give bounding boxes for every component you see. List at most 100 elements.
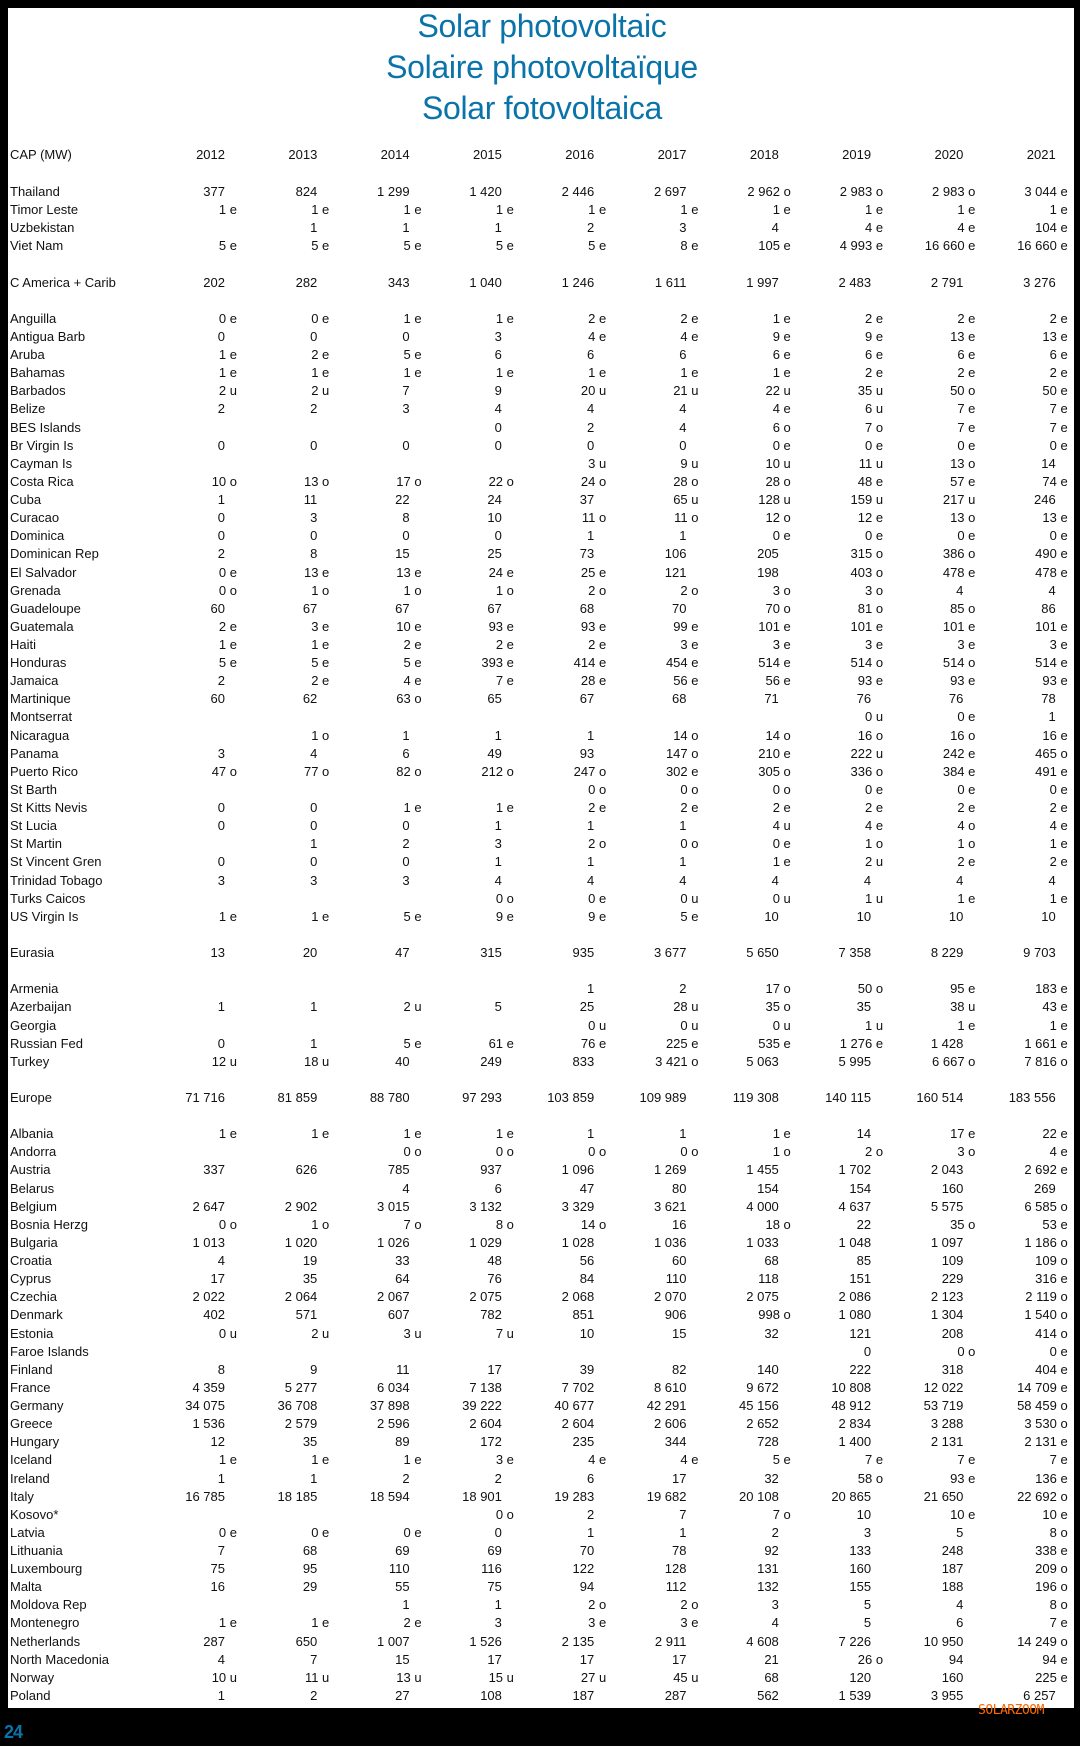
- table-cell: 248: [941, 1543, 964, 1558]
- table-row: Grenada 0 o 1 o 1 o 1 o 2 o 2 o 3 o 3 o 4 4: [0, 582, 1080, 600]
- table-cell: 68: [579, 600, 595, 616]
- table-cell: 2 e: [403, 637, 422, 652]
- table-row: Russian Fed 0 1 5 e 61 e 76 e 225 e 535 e 1 276 …: [0, 1035, 1080, 1053]
- table-row: Netherlands 287 650 1 007 1 526 2 135 2 911 4 6…: [0, 1633, 1080, 1651]
- row-label: Turks Caicos: [10, 890, 86, 906]
- table-cell: 94: [579, 1579, 595, 1595]
- row-label: Martinique: [10, 691, 71, 707]
- table-cell: 1 304: [930, 1307, 964, 1323]
- table-cell: 0 o: [680, 1144, 699, 1160]
- table-cell: 20 108: [739, 1488, 779, 1504]
- table-row: St Vincent Gren 0 0 0 1 1 1 1 e 2 u 2 e 2 e: [0, 853, 1080, 871]
- table-cell: 0 e: [865, 781, 884, 797]
- table-cell: 1 o: [311, 582, 330, 598]
- table-cell: 93 e: [950, 1470, 976, 1486]
- table-cell: 60: [672, 1253, 687, 1269]
- table-cell: 2 e: [957, 854, 976, 870]
- row-label: St Barth: [10, 781, 57, 797]
- table-cell: 2 446: [561, 184, 595, 199]
- table-cell: 0 e: [1049, 528, 1068, 544]
- table-cell: 2 983 o: [932, 184, 976, 199]
- table-cell: 454 e: [665, 655, 699, 671]
- table-cell: 13 o: [303, 473, 330, 489]
- table-cell: 3 u: [403, 1325, 422, 1341]
- table-cell: 25: [487, 546, 502, 562]
- table-cell: 2 652: [746, 1416, 779, 1432]
- row-label: Thailand: [10, 184, 60, 199]
- table-cell: 56 e: [765, 673, 791, 689]
- table-row: Bahamas 1 e 1 e 1 e 1 e 1 e 1 e 1 e 2 e 2 e 2 e: [0, 364, 1080, 382]
- table-cell: 2 075: [746, 1289, 779, 1305]
- table-cell: 93 e: [950, 673, 976, 689]
- table-cell: 38 u: [950, 999, 976, 1015]
- table-cell: 128 u: [758, 492, 791, 508]
- table-cell: 40: [395, 1053, 410, 1069]
- table-cell: 1 e: [588, 365, 607, 381]
- table-row: Lithuania 7 68 69 69 70 78 92 133 248 338 e: [0, 1542, 1080, 1560]
- table-cell: 562: [757, 1687, 779, 1703]
- table-cell: 3 o: [772, 582, 791, 598]
- table-row: Uzbekistan 1 1 1 2 3 4 4 e 4 e 104 e: [0, 219, 1080, 237]
- table-cell: 8: [402, 510, 410, 526]
- table-cell: 13 e: [303, 564, 330, 580]
- table-cell: 10: [948, 908, 964, 924]
- table-cell: 84: [579, 1271, 595, 1287]
- table-cell: 2 o: [865, 1144, 884, 1160]
- table-cell: 10 o: [211, 473, 237, 489]
- row-label: Lithuania: [10, 1543, 63, 1558]
- table-cell: 14: [856, 1126, 872, 1142]
- table-cell: 2 e: [311, 673, 330, 689]
- table-cell: 3 e: [772, 637, 791, 652]
- year-header: 2012: [196, 147, 225, 162]
- table-cell: 16 o: [857, 727, 884, 743]
- table-cell: 6: [402, 745, 410, 761]
- table-cell: 2 123: [930, 1289, 964, 1305]
- table-cell: 21: [764, 1651, 779, 1667]
- table-row: Honduras 5 e 5 e 5 e 393 e 414 e 454 e 514 e 514…: [0, 654, 1080, 672]
- table-cell: 1 e: [218, 908, 237, 924]
- row-label: Bulgaria: [10, 1234, 58, 1250]
- table-cell: 2 e: [865, 365, 884, 381]
- table-cell: 1 029: [469, 1234, 502, 1250]
- table-cell: 1 e: [495, 800, 514, 816]
- table-cell: 77 o: [303, 763, 330, 779]
- table-cell: 2 911: [654, 1633, 687, 1649]
- table-cell: 0: [310, 818, 318, 834]
- table-cell: 49: [487, 745, 502, 761]
- table-cell: 4: [1048, 582, 1056, 598]
- table-cell: 4: [494, 401, 502, 417]
- table-cell: 65 u: [673, 492, 699, 508]
- watermark: SOLARZOOM: [978, 1703, 1044, 1718]
- table-cell: 0: [494, 528, 502, 544]
- table-cell: 14 o: [580, 1216, 607, 1232]
- table-cell: 4 e: [680, 1452, 699, 1468]
- table-cell: 2 o: [588, 582, 607, 598]
- table-cell: 121: [849, 1325, 872, 1341]
- table-cell: 0 e: [311, 310, 330, 326]
- row-label: Timor Leste: [10, 202, 79, 218]
- table-row: Belarus 4 6 47 80 154 154 160 269: [0, 1180, 1080, 1198]
- table-cell: 65: [487, 691, 502, 707]
- table-row: St Barth 0 o 0 o 0 o 0 e 0 e 0 e: [0, 781, 1080, 799]
- table-cell: 187: [941, 1561, 964, 1577]
- table-cell: 68: [764, 1253, 779, 1269]
- row-label: Br Virgin Is: [10, 437, 74, 453]
- table-cell: 337: [203, 1162, 225, 1178]
- table-cell: 25: [579, 999, 595, 1015]
- table-cell: 2 o: [588, 836, 607, 852]
- table-cell: 1: [494, 220, 502, 236]
- table-cell: 1 661 e: [1024, 1035, 1068, 1051]
- row-label: Belgium: [10, 1198, 57, 1214]
- table-cell: 1: [310, 1035, 318, 1051]
- table-cell: 6: [586, 347, 595, 363]
- table-cell: 108: [480, 1687, 502, 1703]
- table-cell: 131: [757, 1561, 779, 1577]
- table-cell: 140: [757, 1361, 779, 1377]
- table-cell: 1: [217, 1470, 225, 1486]
- table-cell: 160 514: [916, 1090, 964, 1105]
- table-cell: 4: [217, 1253, 225, 1269]
- table-cell: 67: [579, 691, 595, 707]
- table-cell: 1 o: [311, 727, 330, 743]
- table-cell: 4: [863, 872, 872, 888]
- table-cell: 6 034: [377, 1379, 410, 1395]
